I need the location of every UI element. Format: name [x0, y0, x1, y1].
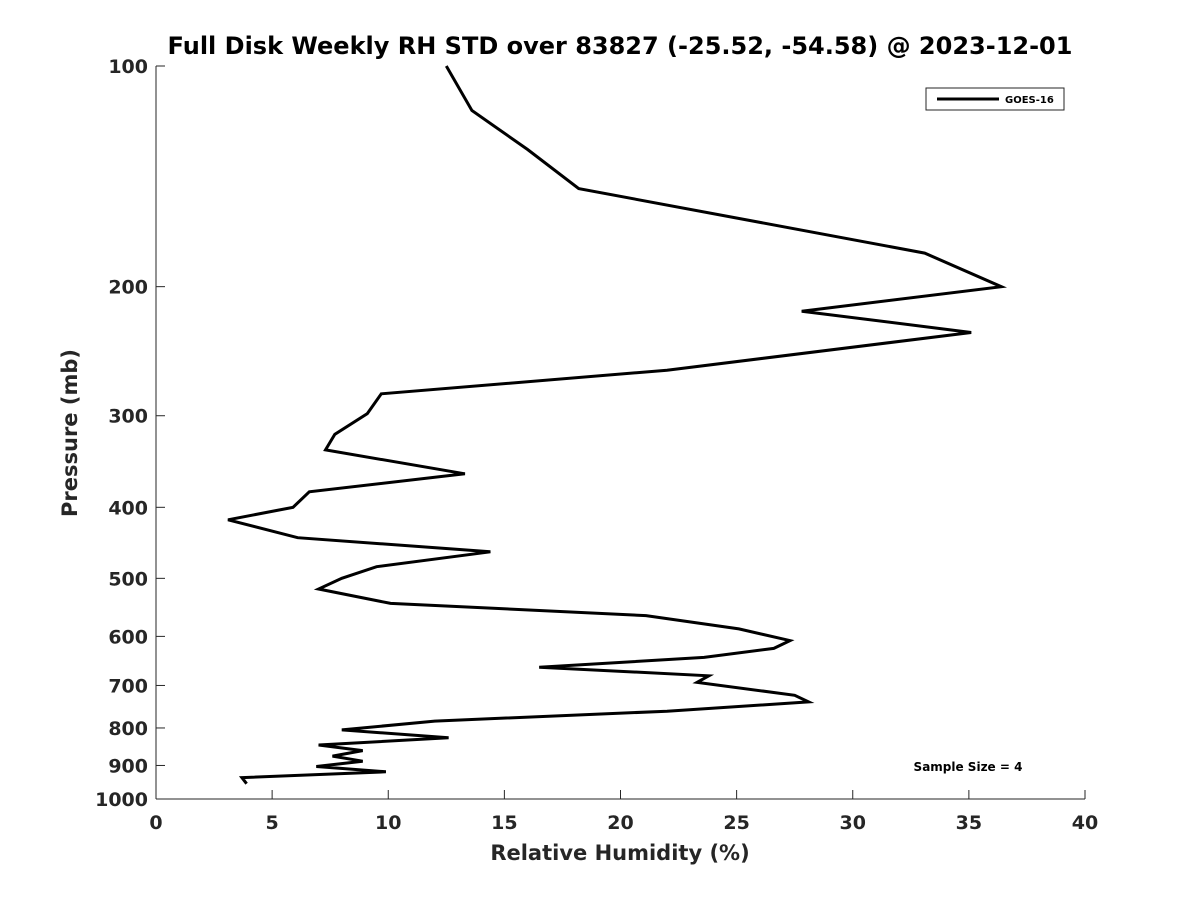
axes-box — [156, 66, 1085, 799]
x-ticks: 0 5 10 15 20 25 30 35 40 — [149, 790, 1098, 834]
x-axis-label: Relative Humidity (%) — [490, 841, 749, 865]
y-tick-label: 200 — [108, 277, 148, 299]
x-tick-label: 30 — [840, 812, 866, 834]
y-tick-label: 900 — [108, 755, 148, 777]
y-axis-label: Pressure (mb) — [58, 349, 82, 517]
legend-label-goes-16: GOES-16 — [1005, 95, 1054, 106]
x-tick-label: 5 — [266, 812, 279, 834]
y-tick-label: 800 — [108, 718, 148, 740]
x-tick-label: 10 — [375, 812, 401, 834]
y-tick-label: 400 — [108, 497, 148, 519]
sample-size-annotation: Sample Size = 4 — [914, 760, 1023, 774]
series-line-goes-16 — [227, 65, 1008, 785]
chart-title: Full Disk Weekly RH STD over 83827 (-25.… — [168, 32, 1073, 60]
series-layer — [227, 65, 1008, 785]
y-tick-label: 1000 — [95, 789, 148, 811]
legend: GOES-16 — [925, 87, 1065, 111]
x-tick-label: 25 — [723, 812, 749, 834]
y-tick-label: 100 — [108, 56, 148, 78]
y-tick-label: 700 — [108, 675, 148, 697]
y-tick-label: 300 — [108, 406, 148, 428]
x-tick-label: 40 — [1072, 812, 1098, 834]
x-tick-label: 20 — [607, 812, 633, 834]
y-tick-label: 500 — [108, 568, 148, 590]
y-ticks: 100 200 300 400 500 600 700 800 900 1000 — [95, 56, 165, 811]
x-tick-label: 15 — [491, 812, 517, 834]
plot-area — [155, 66, 1085, 800]
y-tick-label: 600 — [108, 626, 148, 648]
x-tick-label: 35 — [956, 812, 982, 834]
x-tick-label: 0 — [149, 812, 162, 834]
